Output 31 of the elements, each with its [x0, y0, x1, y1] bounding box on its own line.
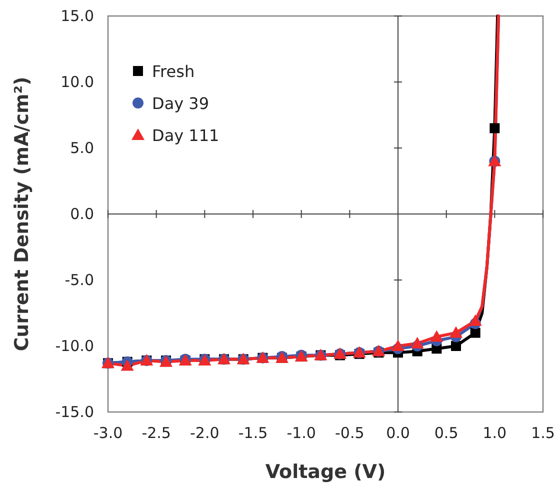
point	[468, 314, 482, 326]
point	[470, 328, 480, 338]
legend-label: Day 39	[152, 94, 210, 113]
y-tick-label: -5.0	[64, 271, 94, 289]
point	[392, 340, 404, 351]
legend-label: Day 111	[152, 126, 220, 145]
x-tick-label: -2.0	[190, 424, 220, 442]
x-tick-label: -2.5	[142, 424, 171, 442]
x-tick-label: 1.0	[482, 424, 507, 442]
point	[410, 336, 424, 348]
x-tick-label: -3.0	[93, 424, 123, 442]
x-tick-label: 0.0	[386, 424, 410, 442]
y-tick-label: 5.0	[70, 139, 94, 157]
y-tick-label: 10.0	[60, 73, 94, 91]
x-tick-label: -1.0	[286, 424, 316, 442]
x-tick-label: -1.5	[238, 424, 268, 442]
x-tick-label: -0.5	[335, 424, 364, 442]
y-axis-title: Current Density (mA/cm²)	[11, 76, 33, 352]
x-tick-label: 0.5	[434, 424, 458, 442]
point	[451, 341, 461, 351]
legend-label: Fresh	[152, 62, 195, 81]
x-tick-label: 1.5	[531, 424, 555, 442]
point	[490, 123, 500, 134]
y-tick-label: 0.0	[70, 205, 94, 223]
y-tick-label: 15.0	[60, 7, 94, 25]
point	[120, 359, 134, 371]
point	[450, 326, 462, 338]
point	[430, 330, 444, 342]
y-tick-label: -10.0	[55, 337, 94, 355]
x-axis-title: Voltage (V)	[265, 461, 386, 483]
y-tick-label: -15.0	[55, 403, 94, 421]
